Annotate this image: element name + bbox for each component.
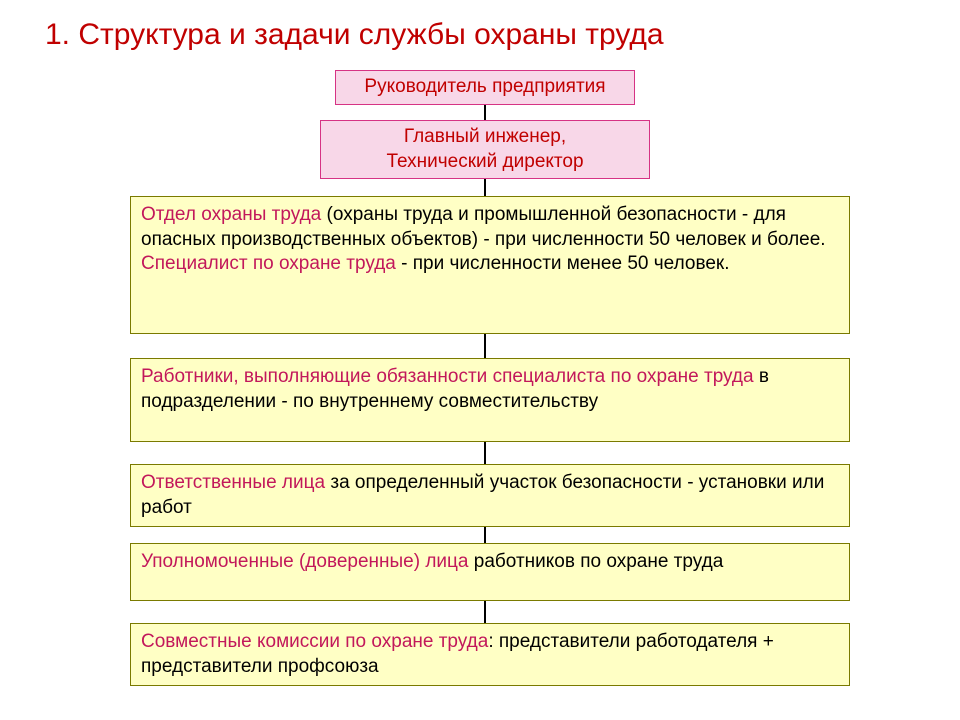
seg-b5-1: Ответственные лица bbox=[141, 472, 330, 493]
connector-6 bbox=[484, 601, 486, 623]
seg-b3-3: Специалист по охране труда bbox=[141, 253, 401, 274]
seg-b4-1: Работники, выполняющие обязанности специ… bbox=[141, 366, 759, 387]
node-responsible: Ответственные лица за определенный участ… bbox=[130, 464, 850, 527]
connector-3 bbox=[484, 334, 486, 358]
node-commissions: Совместные комиссии по охране труда: пре… bbox=[130, 623, 850, 686]
node-workers: Работники, выполняющие обязанности специ… bbox=[130, 358, 850, 442]
seg-b3-4: - при численности менее 50 человек. bbox=[401, 253, 729, 274]
node-chief-engineer-line2: Технический директор bbox=[386, 151, 583, 172]
node-safety-department: Отдел охраны труда (охраны труда и промы… bbox=[130, 196, 850, 334]
node-authorized: Уполномоченные (доверенные) лица работни… bbox=[130, 543, 850, 601]
slide-title: 1. Структура и задачи службы охраны труд… bbox=[45, 18, 930, 52]
seg-b6-1: Уполномоченные (доверенные) лица bbox=[141, 551, 474, 572]
node-director: Руководитель предприятия bbox=[335, 70, 635, 105]
connector-4 bbox=[484, 442, 486, 464]
node-chief-engineer: Главный инженер, Технический директор bbox=[320, 120, 650, 179]
seg-b3-1: Отдел охраны труда bbox=[141, 204, 327, 225]
node-chief-engineer-line1: Главный инженер, bbox=[404, 126, 566, 147]
seg-b7-1: Совместные комиссии по охране труда bbox=[141, 631, 488, 652]
node-director-label: Руководитель предприятия bbox=[364, 76, 605, 97]
seg-b6-2: работников по охране труда bbox=[474, 551, 723, 572]
